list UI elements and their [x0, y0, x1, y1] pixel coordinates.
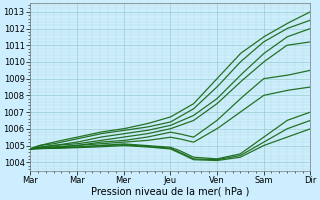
X-axis label: Pression niveau de la mer( hPa ): Pression niveau de la mer( hPa ): [91, 187, 249, 197]
